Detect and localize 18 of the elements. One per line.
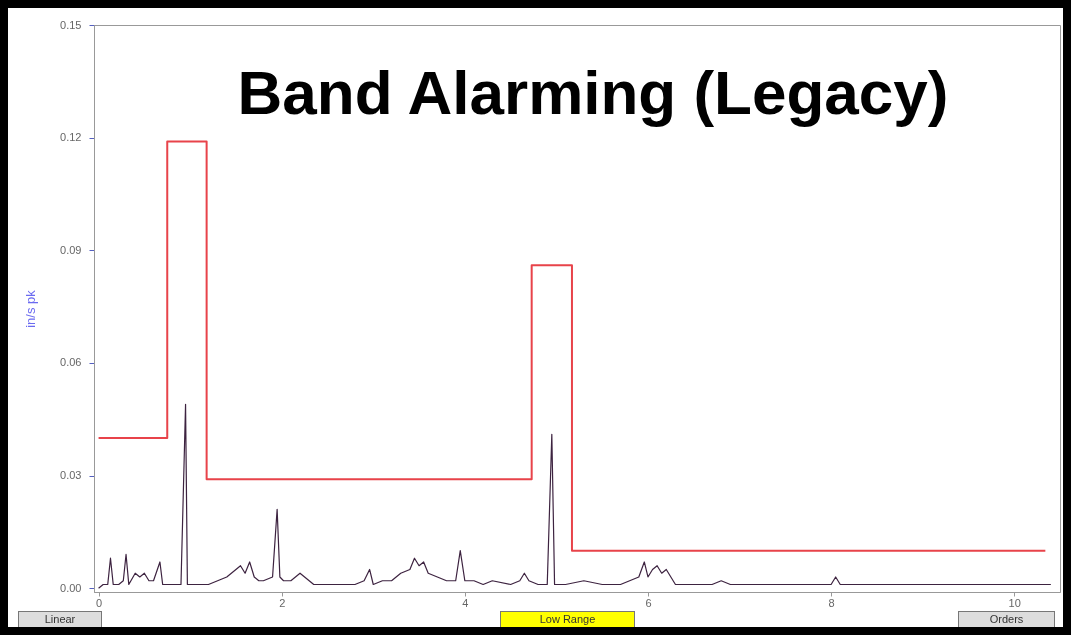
y-tick-label: 0.09 [60, 243, 82, 256]
text: Low Range [500, 611, 635, 628]
x-tick-label: 2 [279, 596, 286, 609]
y-tick-label: 0.00 [60, 581, 82, 594]
x-tick-label: 4 [462, 596, 469, 609]
x-tick-label: 6 [645, 596, 652, 609]
x-tick-label: 8 [828, 596, 835, 609]
x-tick-label: 10 [1008, 596, 1021, 609]
y-axis-title: in/s pk [23, 289, 39, 328]
y-tick-label: 0.06 [60, 356, 82, 369]
text: Band Alarming (Legacy) [237, 58, 949, 127]
y-tick-label: 0.15 [60, 18, 82, 31]
x-tick-label: 0 [96, 596, 103, 609]
text: Linear [18, 611, 102, 628]
text: Orders [958, 611, 1055, 628]
y-tick-label: 0.03 [60, 469, 82, 482]
line-series [97, 403, 1052, 589]
y-tick-label: 0.12 [60, 131, 82, 144]
